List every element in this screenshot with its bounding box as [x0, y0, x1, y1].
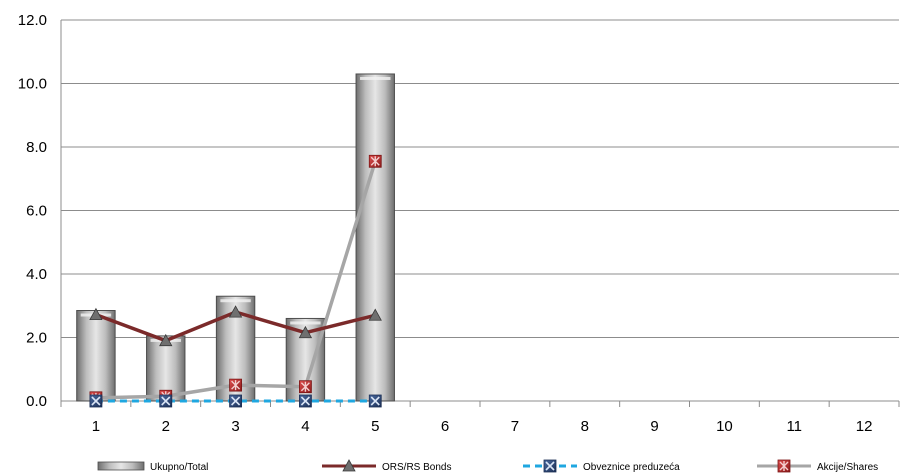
marker-triangle — [89, 307, 103, 321]
legend-label: ORS/RS Bonds — [382, 462, 451, 473]
marker-x-cross — [231, 396, 241, 406]
x-tick-label: 12 — [856, 418, 873, 435]
legend-swatch-bar — [97, 461, 145, 471]
y-tick-label: 12.0 — [18, 12, 47, 29]
tick-labels: 0.02.04.06.08.010.012.01 2 3 4 5 6 7 8 9 10 11 12 — [18, 12, 873, 435]
bar-highlight — [290, 321, 321, 325]
marker-triangle — [228, 305, 243, 318]
bar-ukupno — [76, 310, 116, 402]
marker-x-cross — [300, 396, 310, 406]
x-tick-label: 6 — [441, 418, 449, 435]
x-tick-label: 8 — [581, 418, 589, 435]
bar-highlight — [220, 299, 251, 303]
x-tick-label: 11 — [786, 418, 802, 435]
bar-highlight — [360, 76, 391, 80]
gridlines — [61, 19, 899, 338]
legend-label: Akcije/Shares — [817, 462, 878, 473]
y-tick-label: 6.0 — [26, 203, 47, 220]
legend-label: Ukupno/Total — [150, 462, 208, 473]
x-tick-label: 4 — [301, 418, 309, 435]
x-tick-label: 5 — [371, 418, 379, 435]
marker-x-cross — [370, 156, 380, 167]
y-tick-label: 10.0 — [18, 76, 47, 93]
marker-triangle — [298, 325, 313, 339]
marker-x-cross — [300, 381, 310, 392]
x-tick-label: 9 — [650, 418, 658, 435]
x-tick-label: 10 — [716, 418, 733, 435]
legend-label: Obveznice preduzeća — [583, 462, 680, 473]
marker-x-cross — [545, 461, 555, 471]
y-tick-label: 2.0 — [26, 330, 47, 347]
legend: Ukupno/Total ORS/RS Bonds Obveznice preduz… — [97, 459, 878, 473]
x-tick-label: 2 — [162, 418, 170, 435]
marker-x-cross — [91, 396, 101, 406]
marker-triangle — [159, 333, 173, 347]
marker-x-cross — [779, 461, 789, 471]
x-tick-label: 7 — [511, 418, 519, 435]
marker-x-cross — [370, 396, 380, 406]
y-tick-label: 8.0 — [26, 139, 47, 156]
marker-triangle — [368, 308, 382, 321]
marker-triangle — [342, 459, 356, 472]
x-tick-label: 1 — [92, 418, 100, 435]
marker-x-cross — [161, 396, 171, 406]
y-tick-label: 4.0 — [26, 266, 47, 283]
axes — [60, 20, 900, 407]
bars-ukupno — [76, 73, 395, 402]
marker-x-cross — [231, 380, 241, 391]
y-tick-label: 0.0 — [26, 393, 47, 410]
series-markers — [89, 154, 382, 408]
bar-ukupno — [355, 73, 395, 402]
x-tick-label: 3 — [231, 418, 239, 435]
